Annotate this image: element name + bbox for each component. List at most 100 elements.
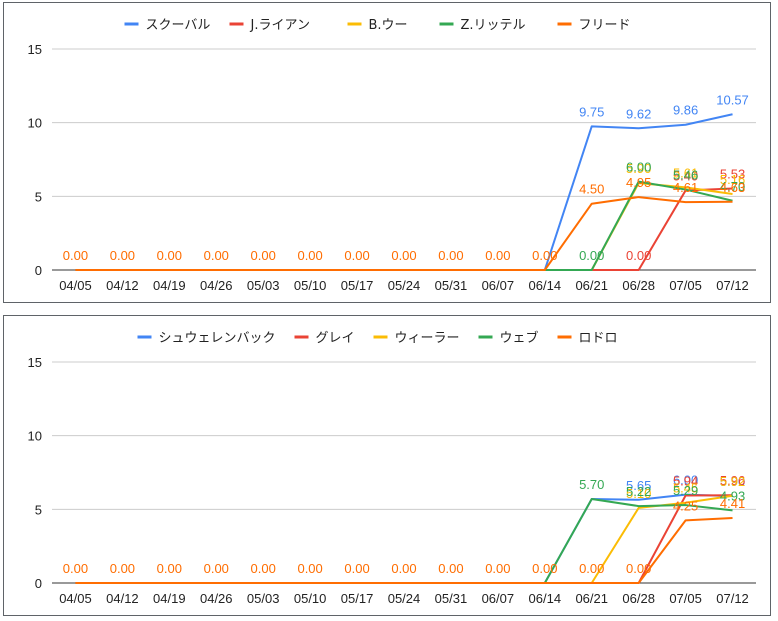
data-label: 10.57 — [716, 92, 749, 107]
data-label: 4.70 — [720, 179, 745, 194]
x-tick-label: 05/03 — [247, 591, 280, 606]
x-tick-label: 05/10 — [294, 591, 327, 606]
data-label: 5.46 — [673, 168, 698, 183]
line-chart-bottom: シュウェレンバック グレイ ウィーラー ウェブ ロドロ 0 5 10 15 04/05 04/12 0… — [28, 330, 756, 606]
x-tick-label: 05/03 — [247, 278, 280, 293]
legend-item-3[interactable]: Z.リッテル — [439, 18, 526, 33]
y-tick-label: 0 — [35, 263, 42, 278]
legend-label: B.ウー — [369, 18, 408, 33]
data-label: 0.00 — [157, 561, 182, 576]
x-tick-label: 06/28 — [622, 591, 655, 606]
data-label: 0.00 — [485, 561, 510, 576]
x-tick-label: 05/31 — [435, 591, 468, 606]
x-tick-label: 06/21 — [575, 591, 608, 606]
data-label: 0.00 — [344, 561, 369, 576]
x-tick-label: 04/05 — [59, 591, 92, 606]
data-label: 5.22 — [626, 484, 651, 499]
data-label: 5.53 — [720, 167, 745, 182]
data-label: 0.00 — [532, 248, 557, 263]
data-label: 0.00 — [626, 561, 651, 576]
data-label: 0.00 — [251, 248, 276, 263]
x-tick-label: 06/07 — [482, 278, 515, 293]
legend-label: J.ライアン — [250, 18, 310, 33]
legend-label: フリード — [579, 18, 631, 33]
x-tick-label: 07/12 — [716, 591, 749, 606]
data-label: 0.00 — [297, 248, 322, 263]
legend-label: ロドロ — [579, 331, 618, 346]
x-tick-label: 05/24 — [388, 591, 421, 606]
legend-label: ウェブ — [500, 330, 539, 346]
legend-item-0[interactable]: スクーバル — [124, 18, 211, 33]
x-tick-label: 04/26 — [200, 278, 233, 293]
x-tick-label: 05/10 — [294, 278, 327, 293]
legend-item-2[interactable]: ウィーラー — [373, 331, 460, 346]
x-tick-label: 07/12 — [716, 278, 749, 293]
data-label: 5.40 — [673, 168, 698, 183]
data-label: 0.00 — [438, 561, 463, 576]
data-label: 4.25 — [673, 498, 698, 513]
data-label: 0.00 — [63, 248, 88, 263]
legend-item-2[interactable]: B.ウー — [347, 18, 408, 33]
x-tick-label: 05/17 — [341, 278, 374, 293]
legend-item-1[interactable]: グレイ — [294, 331, 355, 346]
y-tick-label: 10 — [28, 429, 42, 444]
x-tick-label: 06/21 — [575, 278, 608, 293]
chart-panel-top: スクーバル J.ライアン B.ウー Z.リッテル フリード 0 5 10 15 04/05 04/1… — [3, 2, 771, 303]
x-tick-label: 04/26 — [200, 591, 233, 606]
legend-label: グレイ — [316, 331, 355, 346]
data-label: 5.10 — [626, 486, 651, 501]
legend-item-3[interactable]: ウェブ — [478, 330, 539, 346]
data-label: 5.65 — [626, 478, 651, 493]
data-label: 0.00 — [626, 248, 651, 263]
x-tick-label: 05/31 — [435, 278, 468, 293]
data-label: 4.63 — [720, 180, 745, 195]
x-tick-label: 06/14 — [529, 591, 562, 606]
series-line-4[interactable] — [75, 517, 733, 584]
legend-item-0[interactable]: シュウェレンバック — [137, 331, 276, 346]
data-label: 5.45 — [673, 481, 698, 496]
data-label: 0.00 — [251, 561, 276, 576]
x-tick-label: 06/14 — [529, 278, 562, 293]
data-label: 0.00 — [344, 248, 369, 263]
data-label: 5.90 — [720, 474, 745, 489]
y-tick-label: 5 — [35, 189, 42, 204]
data-label: 0.00 — [204, 248, 229, 263]
data-label: 4.41 — [720, 496, 745, 511]
data-label: 9.86 — [673, 103, 698, 118]
legend-item-4[interactable]: フリード — [557, 18, 631, 33]
data-label: 0.00 — [532, 561, 557, 576]
data-label: 9.62 — [626, 106, 651, 121]
chart-panel-bottom: シュウェレンバック グレイ ウィーラー ウェブ ロドロ 0 5 10 15 04/05 04/12 0… — [3, 315, 771, 616]
x-tick-label: 05/17 — [341, 591, 374, 606]
legend-item-1[interactable]: J.ライアン — [229, 18, 310, 33]
legend-item-4[interactable]: ロドロ — [557, 331, 618, 346]
x-tick-label: 04/19 — [153, 591, 186, 606]
legend-label: スクーバル — [146, 18, 211, 33]
data-label: 4.61 — [673, 180, 698, 195]
legend-label: シュウェレンバック — [159, 331, 276, 346]
data-label: 0.00 — [391, 561, 416, 576]
series-line-4[interactable] — [75, 196, 733, 271]
data-label: 0.00 — [579, 561, 604, 576]
data-label: 0.00 — [438, 248, 463, 263]
legend-label: Z.リッテル — [461, 18, 526, 33]
x-tick-label: 07/05 — [669, 278, 702, 293]
data-label: 5.94 — [673, 473, 698, 488]
data-label: 0.00 — [204, 561, 229, 576]
y-tick-label: 15 — [28, 355, 42, 370]
data-label: 5.96 — [720, 473, 745, 488]
x-tick-label: 04/12 — [106, 591, 139, 606]
x-tick-label: 04/12 — [106, 278, 139, 293]
data-label: 5.16 — [720, 172, 745, 187]
x-tick-label: 06/28 — [622, 278, 655, 293]
line-chart-top: スクーバル J.ライアン B.ウー Z.リッテル フリード 0 5 10 15 04/05 04/1… — [28, 18, 756, 293]
data-label: 0.00 — [579, 248, 604, 263]
data-label: 4.93 — [720, 488, 745, 503]
data-label: 0.00 — [110, 248, 135, 263]
data-label: 6.00 — [673, 473, 698, 488]
x-tick-label: 05/24 — [388, 278, 421, 293]
data-label: 0.00 — [391, 248, 416, 263]
x-tick-label: 04/05 — [59, 278, 92, 293]
data-label: 9.75 — [579, 104, 604, 119]
y-tick-label: 0 — [35, 576, 42, 591]
